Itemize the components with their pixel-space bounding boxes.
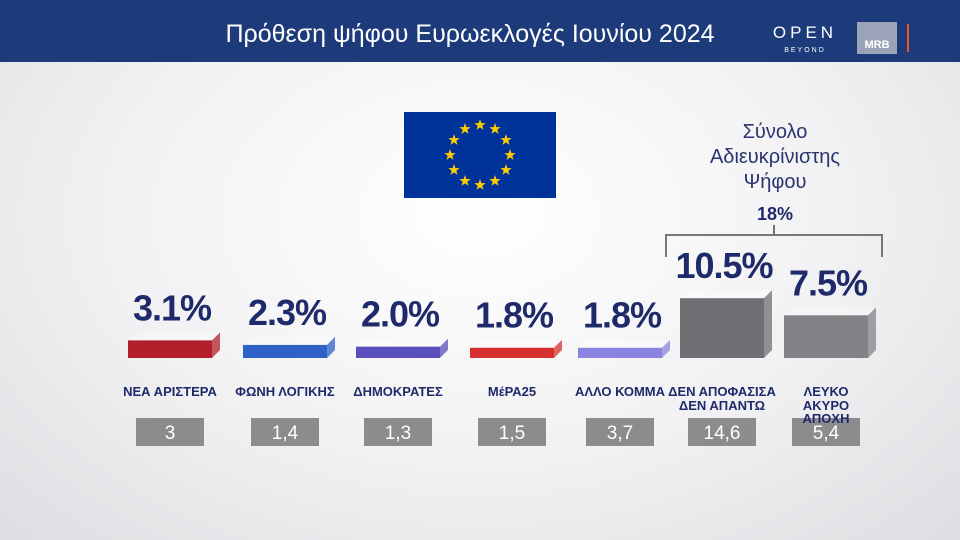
value-label: 1.8% (475, 295, 554, 336)
partner-box (857, 22, 897, 54)
previous-box (688, 418, 756, 446)
bar-top (784, 307, 876, 316)
bar (470, 347, 554, 358)
previous-box (136, 418, 204, 446)
eu-star (448, 134, 460, 145)
previous-value: 1,3 (385, 423, 411, 444)
category-label: ΛΕΥΚΟ ΑΚΥΡΟ ΑΠΟΧΗ (802, 384, 850, 427)
value-label: 2.0% (361, 294, 440, 335)
bar (578, 347, 662, 358)
eu-star (459, 175, 471, 186)
previous-value: 1,5 (499, 423, 525, 444)
previous-box (586, 418, 654, 446)
bar-side (440, 338, 448, 358)
bar-side (212, 332, 220, 358)
category-label: ΜέΡΑ25 (487, 384, 537, 399)
previous-value: 5,4 (813, 423, 840, 444)
eu-star (474, 119, 486, 130)
bar (128, 340, 212, 358)
bar-side (764, 290, 772, 358)
eu-star (448, 164, 460, 175)
eu-star (444, 149, 456, 160)
bracket (665, 225, 883, 257)
bar-side (662, 339, 670, 358)
eu-star (500, 134, 512, 145)
eu-star (504, 149, 516, 160)
bar-side (868, 307, 876, 358)
logo: OPEN (773, 23, 837, 42)
previous-box (792, 418, 860, 446)
category-label: ΦΩΝΗ ΛΟΓΙΚΗΣ (235, 384, 335, 399)
group-label: Σύνολο Αδιευκρίνιστης Ψήφου (709, 121, 841, 193)
bar-top (680, 290, 772, 299)
eu-star (489, 175, 501, 186)
logo-sub: BEYOND (784, 47, 826, 54)
previous-box (478, 418, 546, 446)
bar (356, 346, 440, 358)
category-label: ΝΕΑ ΑΡΙΣΤΕΡΑ (123, 384, 217, 399)
value-label: 7.5% (789, 262, 868, 303)
bar-side (554, 339, 562, 358)
previous-value: 3 (165, 423, 176, 444)
category-label: ΑΛΛΟ ΚΟΜΜΑ (574, 384, 666, 399)
previous-value: 14,6 (704, 423, 741, 444)
eu-star (489, 123, 501, 134)
category-label: ΔΗΜΟΚΡΑΤΕΣ (353, 384, 443, 399)
value-label: 2.3% (248, 292, 327, 333)
title: Πρόθεση ψήφου Ευρωεκλογές Ιουνίου 2024 (225, 20, 714, 48)
value-label: 1.8% (583, 295, 662, 336)
category-label: ΔΕΝ ΑΠΟΦΑΣΙΣΑ ΔΕΝ ΑΠΑΝΤΩ (668, 384, 776, 413)
bar-top (128, 332, 220, 341)
value-label: 3.1% (133, 287, 212, 328)
header-bar (0, 0, 960, 62)
bar (243, 344, 327, 358)
bar-top (578, 339, 670, 348)
group-value: 18% (756, 204, 794, 224)
eu-star (500, 164, 512, 175)
bar-top (356, 338, 448, 347)
previous-value: 3,7 (607, 423, 633, 444)
bar-top (470, 339, 562, 348)
previous-box (364, 418, 432, 446)
previous-box (251, 418, 319, 446)
value-label: 10.5% (675, 245, 773, 286)
previous-value: 1,4 (272, 423, 299, 444)
partner: MRB (864, 39, 889, 51)
eu-star (459, 123, 471, 134)
bar (680, 298, 764, 358)
bar-side (327, 336, 335, 358)
bar (784, 315, 868, 358)
eu-star (474, 179, 486, 190)
bar-top (243, 336, 335, 345)
